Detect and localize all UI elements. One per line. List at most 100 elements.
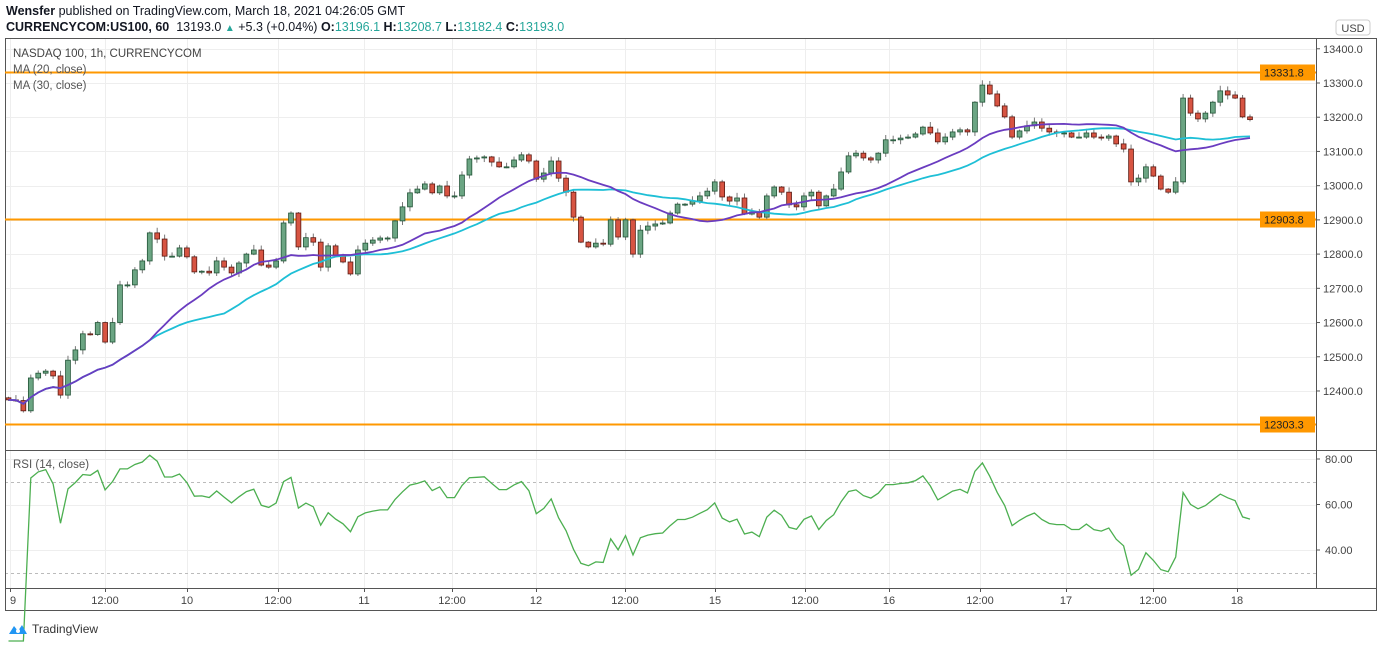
candle (964, 128, 971, 136)
horizontal-levels (5, 71, 1316, 426)
candle-body-up (325, 245, 331, 268)
candle-body-up (637, 229, 644, 255)
candle-body-up (875, 152, 882, 161)
candle-body-up (273, 260, 279, 268)
level-price-label-bg (1260, 416, 1315, 433)
candle-body-up (652, 223, 659, 227)
candle-body-up (853, 152, 859, 157)
candle (890, 135, 896, 144)
candle-body-down (934, 132, 941, 143)
candle-body-up (251, 249, 257, 255)
price-axis[interactable]: 13400.0 13300.0 13200.0 13100.0 13000.0 12900… (1316, 44, 1363, 398)
candle (42, 369, 49, 376)
candle (860, 150, 867, 161)
candle-body-down (1187, 97, 1194, 114)
candle (949, 128, 956, 141)
candle-body-up (1083, 132, 1090, 138)
candle (615, 217, 621, 240)
rsi-legend[interactable]: RSI (14, close) (13, 459, 89, 471)
candle (50, 369, 56, 380)
candle (1083, 128, 1090, 139)
candle (35, 370, 42, 381)
ma30-legend[interactable]: MA (30, close) (13, 80, 87, 92)
tradingview-brand[interactable]: TradingView (8, 622, 98, 636)
candle-body-down (102, 322, 108, 343)
price-tick-label: 13300.0 (1323, 78, 1363, 90)
symbol-ohlc-line: CURRENCYCOM:US100, 60 13193.0 ▲ +5.3 (+0… (6, 20, 564, 34)
candle (295, 212, 302, 250)
candle (868, 156, 874, 164)
price-tick-label: 12400.0 (1323, 386, 1363, 398)
candles (5, 80, 1253, 413)
candle-body-up (912, 133, 919, 138)
candle (481, 155, 488, 163)
candle-body-down (1046, 127, 1053, 133)
candle-body-up (957, 129, 963, 133)
candle (838, 167, 844, 191)
candle-body-down (496, 161, 502, 168)
candle (1247, 114, 1253, 122)
candle (154, 227, 160, 244)
candle (570, 189, 577, 222)
candle-body-up (109, 322, 116, 343)
candle (555, 157, 562, 182)
candle (526, 152, 532, 164)
time-tick-label: 12:00 (611, 595, 639, 607)
time-tick-label: 17 (1060, 595, 1072, 607)
author-name[interactable]: Wensfer (6, 4, 56, 18)
candle-body-up (243, 253, 250, 264)
candle (1098, 134, 1105, 141)
candle-body-down (154, 232, 160, 240)
candle-body-up (704, 190, 711, 197)
candle-body-up (451, 195, 458, 198)
candle-body-up (905, 136, 911, 139)
low-value: 13182.4 (457, 20, 503, 34)
candle (288, 211, 294, 226)
candle-body-up (1076, 136, 1082, 139)
candle (1239, 94, 1246, 119)
candle (466, 155, 473, 179)
candle (384, 236, 391, 242)
candle (474, 155, 480, 163)
candle-body-down (719, 181, 725, 198)
publish-text: published on TradingView.com, March 18, … (58, 4, 406, 18)
rsi-axis[interactable]: 80.00 60.00 40.00 (1316, 454, 1353, 557)
candle-body-down (986, 84, 993, 95)
candle (109, 317, 116, 345)
candle (258, 245, 265, 267)
candle-body-up (845, 155, 852, 173)
candle (139, 258, 146, 274)
candle-body-up (94, 322, 101, 335)
candle-body-down (191, 256, 198, 273)
candle-body-up (421, 183, 428, 190)
candle-body-down (964, 129, 971, 133)
candle (1187, 94, 1194, 116)
candle-body-down (1195, 112, 1201, 120)
candle-body-up (1143, 166, 1149, 179)
candle-body-up (1180, 97, 1186, 183)
candle (912, 131, 919, 139)
candle (1113, 134, 1120, 147)
candle (719, 179, 725, 201)
candle-body-down (429, 183, 436, 194)
candle (897, 134, 904, 145)
price-tick-label: 12600.0 (1323, 318, 1363, 330)
candle-body-down (488, 156, 495, 163)
candle (198, 270, 205, 275)
candle (1068, 131, 1075, 139)
candle-body-up (132, 269, 138, 286)
candle-body-up (882, 139, 889, 154)
candle (607, 216, 614, 247)
candle (1172, 177, 1179, 195)
candle-body-down (1128, 148, 1134, 183)
candle-body-up (682, 203, 688, 206)
candle-body-down (1150, 166, 1157, 177)
time-axis[interactable]: 9 12:00 10 12:00 11 12:00 12 12:00 15 12:00 16 12:0… (10, 588, 1243, 607)
candle-body-up (979, 84, 986, 103)
candle (362, 239, 369, 253)
ma20-legend[interactable]: MA (20, close) (13, 64, 87, 76)
candle (228, 264, 235, 277)
candle (875, 152, 882, 164)
rsi-line (8, 454, 1251, 642)
